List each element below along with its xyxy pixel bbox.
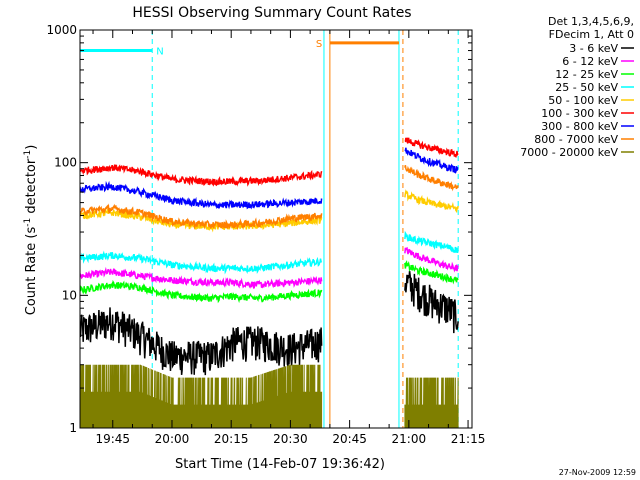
series-2-segment-1	[80, 266, 323, 289]
x-tick-label-3: 20:15	[214, 432, 249, 446]
series-7-segment-1	[80, 180, 323, 210]
x-tick-label-7: 21:15	[451, 432, 486, 446]
series-2-segment-2	[404, 246, 459, 273]
series-4-segment-1	[80, 250, 323, 275]
series-6-segment-2	[404, 137, 459, 158]
x-tick-label-2: 20:00	[155, 432, 190, 446]
series-4-segment-2	[404, 230, 459, 254]
series-3-segment-1	[80, 279, 323, 304]
y-axis-label: Count Rate (s-1 detector-1)	[23, 145, 39, 316]
x-tick-label-5: 20:45	[332, 432, 367, 446]
series-9-segment-2	[404, 377, 459, 428]
y-tick-label-3: 100	[54, 156, 77, 170]
y-axis-label-end: )	[24, 145, 39, 150]
legend-header-1: Det 1,3,4,5,6,9,	[548, 15, 634, 28]
series-5-segment-2	[404, 189, 459, 214]
y-tick-label-1: 1	[69, 421, 77, 435]
legend-label-1: 3 - 6 keV	[569, 42, 618, 55]
y-axis-label-main: Count Rate (s	[24, 227, 39, 316]
legend-header-2: FDecim 1, Att 0	[549, 28, 634, 41]
plot-area: NS	[80, 30, 459, 428]
flag-label-n: N	[156, 47, 163, 58]
y-axis-label-mid: detector	[24, 158, 39, 218]
series-3-segment-2	[404, 260, 459, 285]
legend-label-9: 7000 - 20000 keV	[520, 146, 618, 159]
y-axis-label-sup1: -1	[23, 218, 33, 227]
x-tick-label-6: 21:00	[392, 432, 427, 446]
series-8-segment-2	[404, 165, 459, 192]
series-1-segment-2	[404, 270, 459, 334]
chart-title: HESSI Observing Summary Count Rates	[132, 5, 411, 21]
plot-content	[80, 30, 459, 428]
footer-date: 27-Nov-2009 12:59	[559, 468, 636, 477]
y-tick-label-2: 10	[62, 288, 77, 302]
legend-label-2: 6 - 12 keV	[562, 55, 618, 68]
series-6-segment-1	[80, 164, 323, 187]
y-axis-label-sup2: -1	[23, 150, 33, 159]
x-axis-label: Start Time (14-Feb-07 19:36:42)	[175, 457, 385, 472]
y-tick-label-4: 1000	[46, 23, 77, 37]
legend-label-5: 50 - 100 keV	[548, 94, 618, 107]
flag-label-s: S	[316, 39, 322, 50]
x-tick-label-1: 19:45	[95, 432, 130, 446]
legend-label-3: 12 - 25 keV	[555, 68, 618, 81]
series-1-segment-1	[80, 307, 323, 376]
legend-label-7: 300 - 800 keV	[541, 120, 618, 133]
series-7-segment-2	[404, 147, 459, 174]
series-8-segment-1	[80, 203, 323, 231]
x-tick-label-4: 20:30	[273, 432, 308, 446]
legend-label-4: 25 - 50 keV	[555, 81, 618, 94]
legend: Det 1,3,4,5,6,9, FDecim 1, Att 0 3 - 6 k…	[520, 15, 634, 159]
legend-label-8: 800 - 7000 keV	[534, 133, 618, 146]
legend-label-6: 100 - 300 keV	[541, 107, 618, 120]
axes: 1 10 100 1000 19:45 20:00 20:15 20:30 20:45 21:00…	[46, 23, 485, 446]
series-9-segment-1	[80, 364, 323, 428]
plot-frame	[79, 29, 473, 429]
